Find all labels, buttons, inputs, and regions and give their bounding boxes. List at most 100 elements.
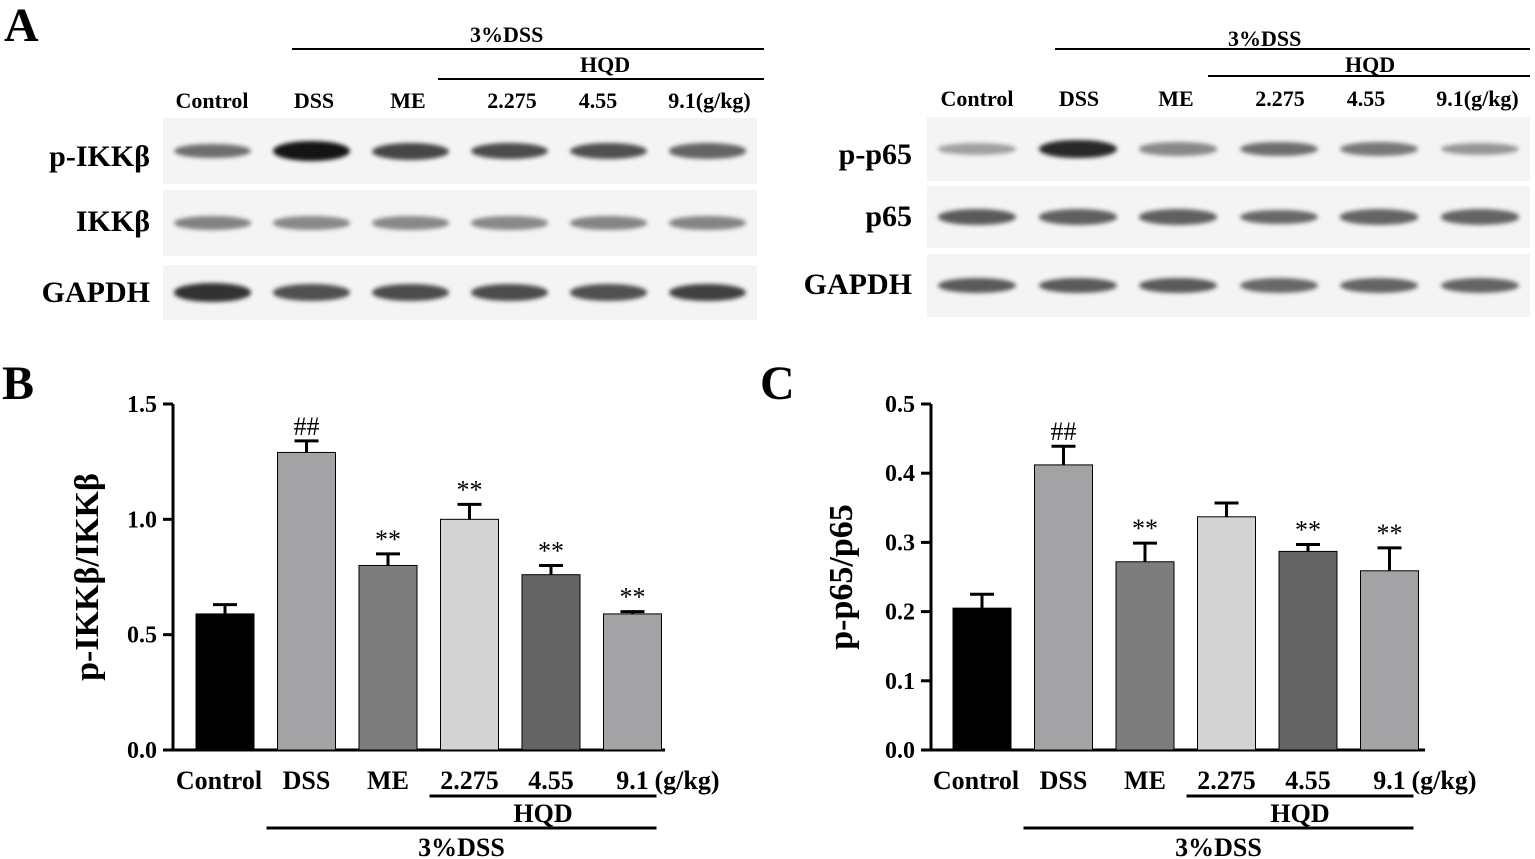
significance-label: ** xyxy=(1377,519,1403,548)
x-tick-label: Control xyxy=(176,766,262,795)
blot-band xyxy=(1139,142,1218,156)
blot-band xyxy=(173,283,252,302)
row-label: GAPDH xyxy=(41,276,150,309)
blot-band xyxy=(371,284,450,301)
blot-band xyxy=(1440,277,1519,294)
lane-label: 2.275 xyxy=(487,88,537,113)
bar xyxy=(952,607,1012,751)
lane-label: 9.1(g/kg) xyxy=(668,88,751,113)
significance-label: ** xyxy=(375,525,401,554)
x-tick-label: ME xyxy=(1124,766,1166,795)
blot-band xyxy=(668,216,747,230)
bar xyxy=(1034,464,1093,751)
unit-label: (g/kg) xyxy=(655,766,720,795)
bar xyxy=(603,613,662,751)
blot-band xyxy=(470,216,549,230)
group-label: 3%DSS xyxy=(418,833,505,859)
blot-band xyxy=(1340,142,1419,156)
blot-band xyxy=(173,143,252,159)
x-tick-label: Control xyxy=(933,766,1019,795)
lane-label: DSS xyxy=(293,88,335,113)
blot-band xyxy=(569,284,648,301)
blot-strip xyxy=(163,118,757,184)
blot-band xyxy=(938,143,1017,155)
x-tick-label: DSS xyxy=(1040,766,1088,795)
lane-label: Control xyxy=(175,88,249,113)
blot-band xyxy=(668,143,747,159)
bar xyxy=(1115,561,1175,751)
row-label: p65 xyxy=(865,200,912,233)
y-axis-label: p-p65/p65 xyxy=(823,504,860,650)
panel-label-a: A xyxy=(4,0,39,52)
y-tick-label: 0.3 xyxy=(885,530,915,556)
significance-label: ## xyxy=(1051,417,1077,446)
row-label: GAPDH xyxy=(803,268,912,301)
y-tick-label: 1.5 xyxy=(127,392,157,418)
blot-strip xyxy=(927,254,1530,317)
hqd-label: HQD xyxy=(1345,52,1396,77)
group-label: 3%DSS xyxy=(1228,26,1302,51)
significance-label: ** xyxy=(1132,514,1158,543)
blot-band xyxy=(371,216,450,230)
group-label: 3%DSS xyxy=(470,22,544,47)
lane-label: 4.55 xyxy=(578,88,618,113)
lane-label: DSS xyxy=(1058,86,1100,111)
bar xyxy=(1360,570,1419,751)
bar xyxy=(195,613,255,751)
group-line xyxy=(1055,48,1530,50)
blot-strip xyxy=(163,265,757,320)
row-label: IKKβ xyxy=(75,205,150,238)
blot-band xyxy=(1239,278,1318,293)
x-tick-label: 2.275 xyxy=(440,766,499,795)
blot-band xyxy=(1440,209,1519,225)
blot-band xyxy=(272,216,351,230)
blot-band xyxy=(1340,277,1419,294)
hqd-line xyxy=(1208,75,1530,77)
hqd-label: HQD xyxy=(513,799,572,828)
blot-band xyxy=(1340,209,1419,225)
lane-label: 9.1(g/kg) xyxy=(1436,86,1519,111)
blot-band xyxy=(1139,277,1218,294)
lane-label: ME xyxy=(390,88,426,113)
y-tick-label: 1.0 xyxy=(127,507,157,533)
blot-band xyxy=(470,284,549,301)
blot-band xyxy=(371,142,450,160)
lane-label: Control xyxy=(940,86,1014,111)
group-label: 3%DSS xyxy=(1175,833,1262,859)
x-tick-label: DSS xyxy=(283,766,331,795)
bar xyxy=(1197,516,1256,751)
significance-label: ** xyxy=(1295,515,1321,544)
y-tick-label: 0.5 xyxy=(127,623,157,649)
blot-strip xyxy=(927,117,1530,181)
row-label: p-IKKβ xyxy=(49,140,150,173)
x-tick-label: 9.1 xyxy=(1373,766,1406,795)
hqd-line xyxy=(438,78,764,80)
blot-band xyxy=(668,283,747,302)
hqd-label: HQD xyxy=(1270,799,1329,828)
bar xyxy=(358,564,418,751)
x-tick-label: ME xyxy=(367,766,409,795)
x-tick-label: 9.1 xyxy=(616,766,649,795)
bar xyxy=(440,518,499,751)
y-tick-label: 0.1 xyxy=(885,669,915,695)
lane-label: 2.275 xyxy=(1255,86,1305,111)
blot-strip xyxy=(163,190,757,256)
blot-band xyxy=(272,141,351,161)
x-tick-label: 2.275 xyxy=(1197,766,1256,795)
significance-label: ** xyxy=(457,475,483,504)
blot-band xyxy=(173,216,252,230)
hqd-label: HQD xyxy=(580,52,631,77)
blot-band xyxy=(938,277,1017,294)
lane-label: ME xyxy=(1158,86,1194,111)
significance-label: ** xyxy=(538,536,564,565)
blot-band xyxy=(272,284,351,301)
y-tick-label: 0.2 xyxy=(885,600,915,626)
bar xyxy=(1278,550,1338,751)
row-label: p-p65 xyxy=(838,138,912,171)
significance-label: ** xyxy=(620,583,646,612)
lane-label: 4.55 xyxy=(1346,86,1386,111)
y-tick-label: 0.4 xyxy=(885,461,915,487)
blot-band xyxy=(1038,209,1117,225)
y-tick-label: 0.5 xyxy=(885,392,915,418)
